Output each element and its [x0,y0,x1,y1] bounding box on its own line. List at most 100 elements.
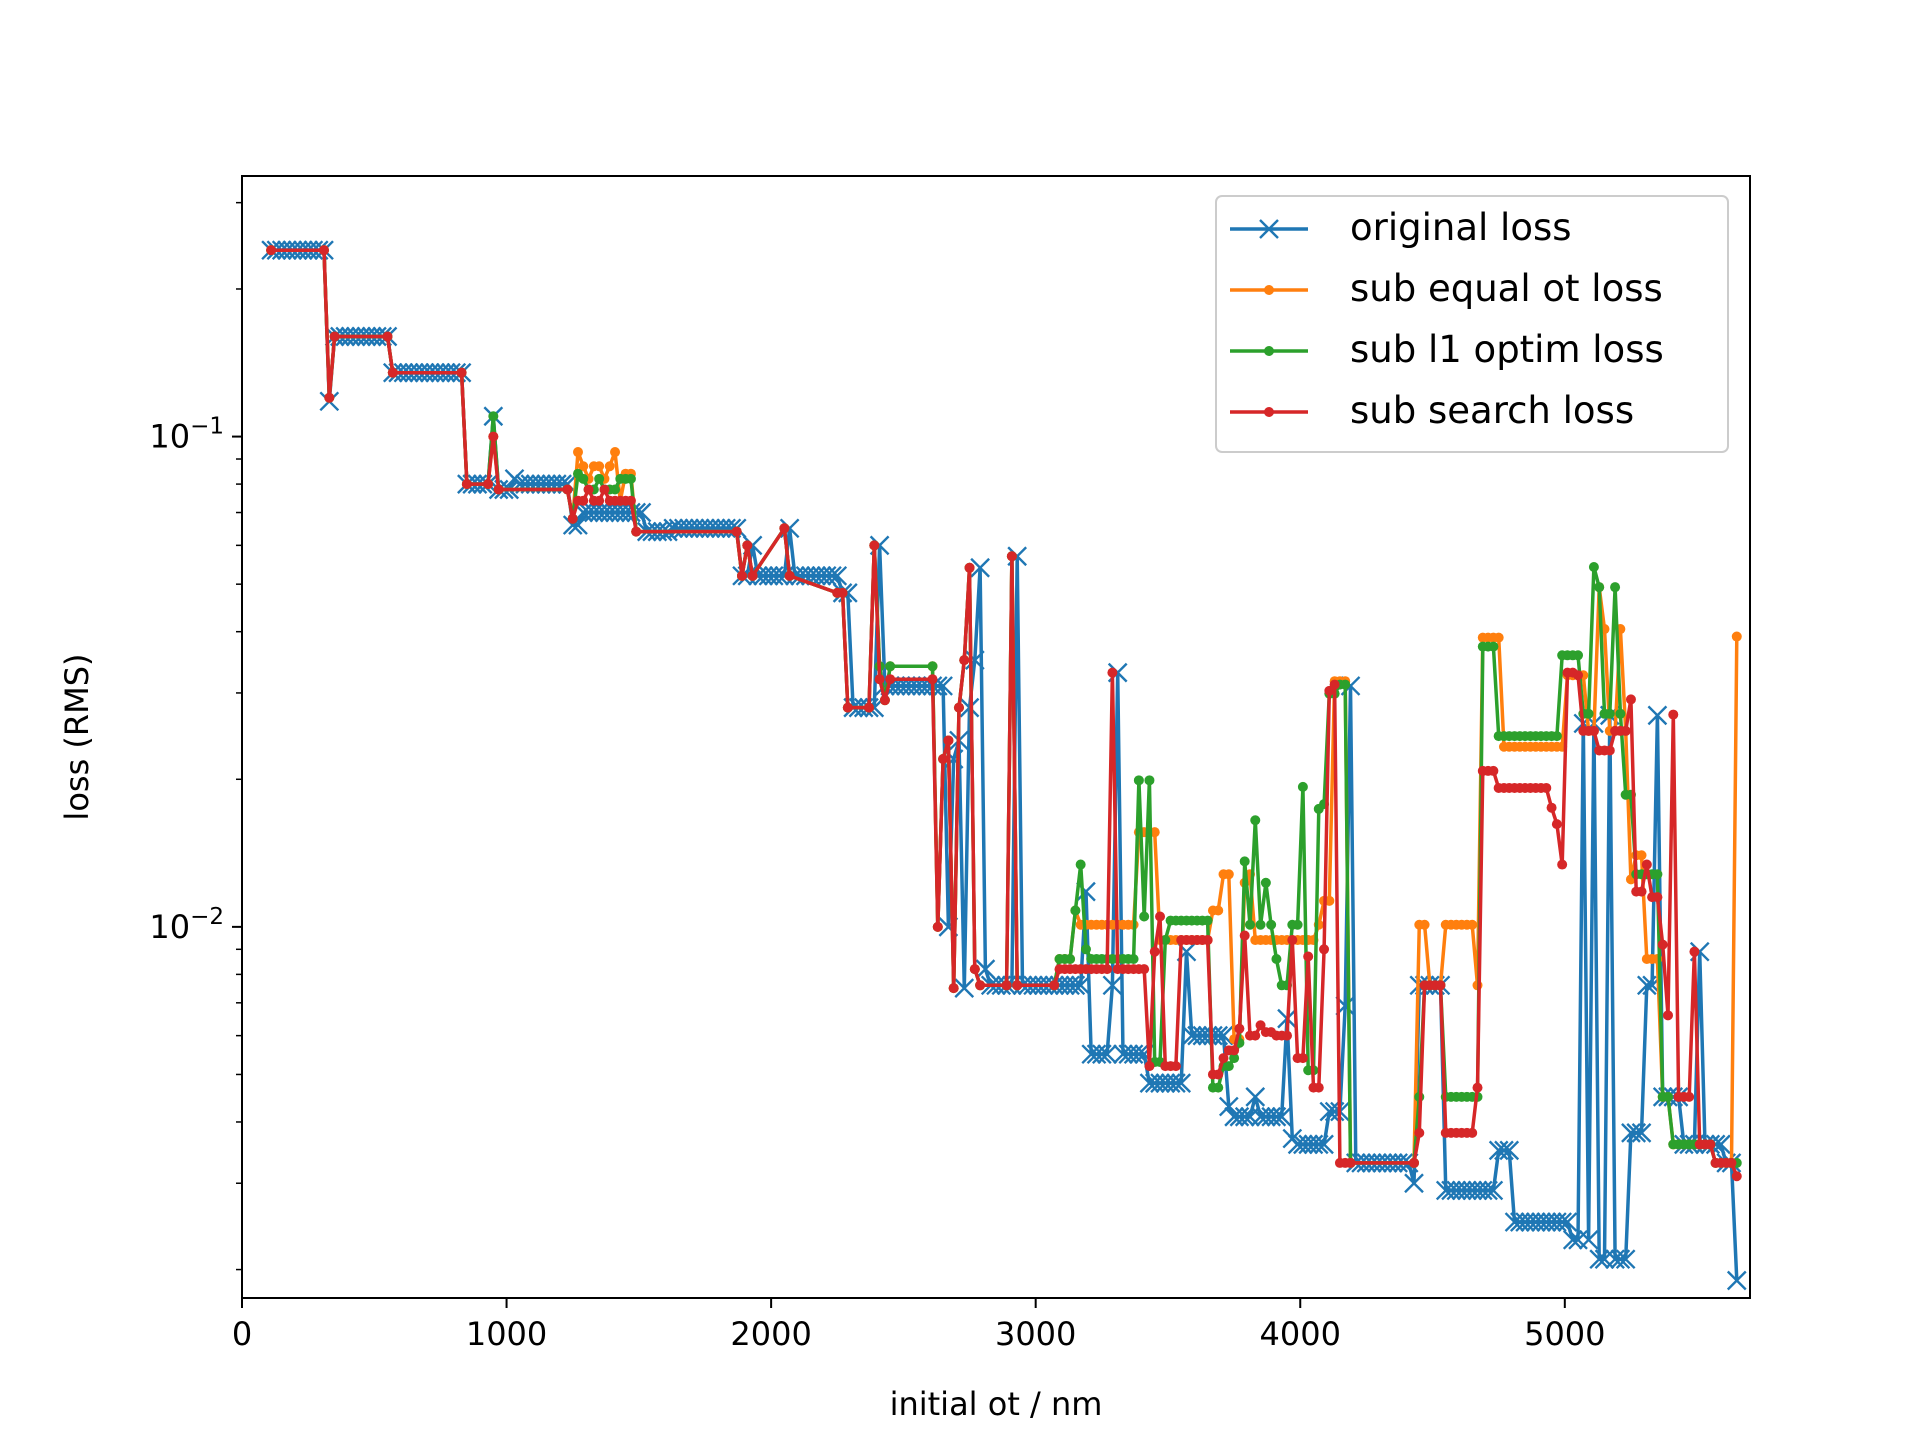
data-point [483,479,494,490]
data-point [1260,877,1271,888]
data-point [975,959,996,979]
data-point [1271,1106,1292,1127]
data-point [562,515,583,535]
data-point [1588,725,1599,736]
data-point [1297,781,1308,792]
data-point [1065,975,1086,996]
data-point [975,980,986,991]
legend-marker [1264,407,1274,417]
data-point [1102,975,1123,996]
data-point [1488,765,1499,776]
data-point [1557,1212,1578,1232]
data-point [1467,919,1478,930]
data-point [1213,1069,1224,1080]
data-point [1499,1140,1520,1161]
data-point [1631,1123,1652,1143]
data-point [1144,775,1155,786]
data-point [1239,930,1250,941]
data-point [1012,980,1023,991]
x-tick-label: 4000 [1260,1315,1341,1353]
data-point [842,702,853,713]
legend-marker [1264,285,1274,295]
data-point [1314,1134,1334,1155]
data-point [1641,859,1652,870]
data-point [869,540,880,551]
data-point [1705,1134,1726,1155]
data-point [1652,869,1663,880]
data-point [1133,775,1144,786]
data-point [1006,551,1017,562]
data-point [1250,815,1261,826]
data-point [1494,1140,1514,1161]
data-point [1171,1073,1192,1094]
data-point [784,570,795,581]
data-point [1049,980,1060,991]
data-point [1625,694,1636,705]
data-point [959,655,970,666]
data-point [954,978,975,998]
data-point [1588,561,1599,572]
data-point [567,513,578,524]
data-point [1731,631,1742,642]
data-point [594,473,605,484]
y-tick-label: 10−1 [149,414,224,456]
data-point [1419,919,1430,930]
data-point [488,431,499,442]
data-point [932,921,943,932]
data-point [1711,1134,1731,1155]
data-point [1615,1249,1636,1270]
data-point [864,702,875,713]
data-point [1229,1045,1240,1056]
data-point [1557,859,1568,870]
x-tick-label: 1000 [466,1315,547,1353]
data-point [1266,919,1277,930]
data-point [1726,1157,1737,1168]
data-point [1657,939,1668,950]
data-point [1149,827,1160,838]
data-point [329,331,340,342]
data-point [610,447,621,458]
data-point [1139,964,1150,975]
data-point [885,674,896,685]
legend-entry: sub search loss [1230,389,1634,432]
series-layer [261,240,1747,1291]
data-point [1292,919,1303,930]
data-point [1573,650,1584,661]
data-point [594,495,605,506]
data-point [1329,679,1340,690]
data-point [631,526,642,537]
data-point [885,661,896,672]
data-point [948,983,959,994]
x-tick-label: 0 [232,1315,252,1353]
data-point [1604,708,1615,719]
data-point [1213,905,1224,916]
data-point [1541,782,1552,793]
plot-frame [241,175,1751,1299]
data-point [1282,1030,1293,1041]
data-point [578,473,589,484]
data-point [879,695,890,706]
data-point [1493,632,1504,643]
data-point [1662,1091,1673,1102]
data-point [1160,935,1171,946]
data-point [737,570,748,581]
y-axis: 10−2 10−1 [149,201,242,1271]
data-point [1166,1073,1186,1094]
data-point [488,411,499,422]
data-point [319,245,330,256]
data-point [1213,1025,1234,1046]
x-tick-label: 3000 [995,1315,1076,1353]
data-point [1080,944,1091,955]
data-point [594,461,605,472]
data-point [1620,725,1631,736]
data-point [1202,915,1213,926]
data-point [1250,1030,1261,1041]
data-point [1551,819,1562,830]
data-point [1467,1127,1478,1138]
data-point [1488,641,1499,652]
data-point [1308,1134,1329,1155]
data-point [964,650,985,670]
data-point [953,702,964,713]
data-point [1689,946,1700,957]
